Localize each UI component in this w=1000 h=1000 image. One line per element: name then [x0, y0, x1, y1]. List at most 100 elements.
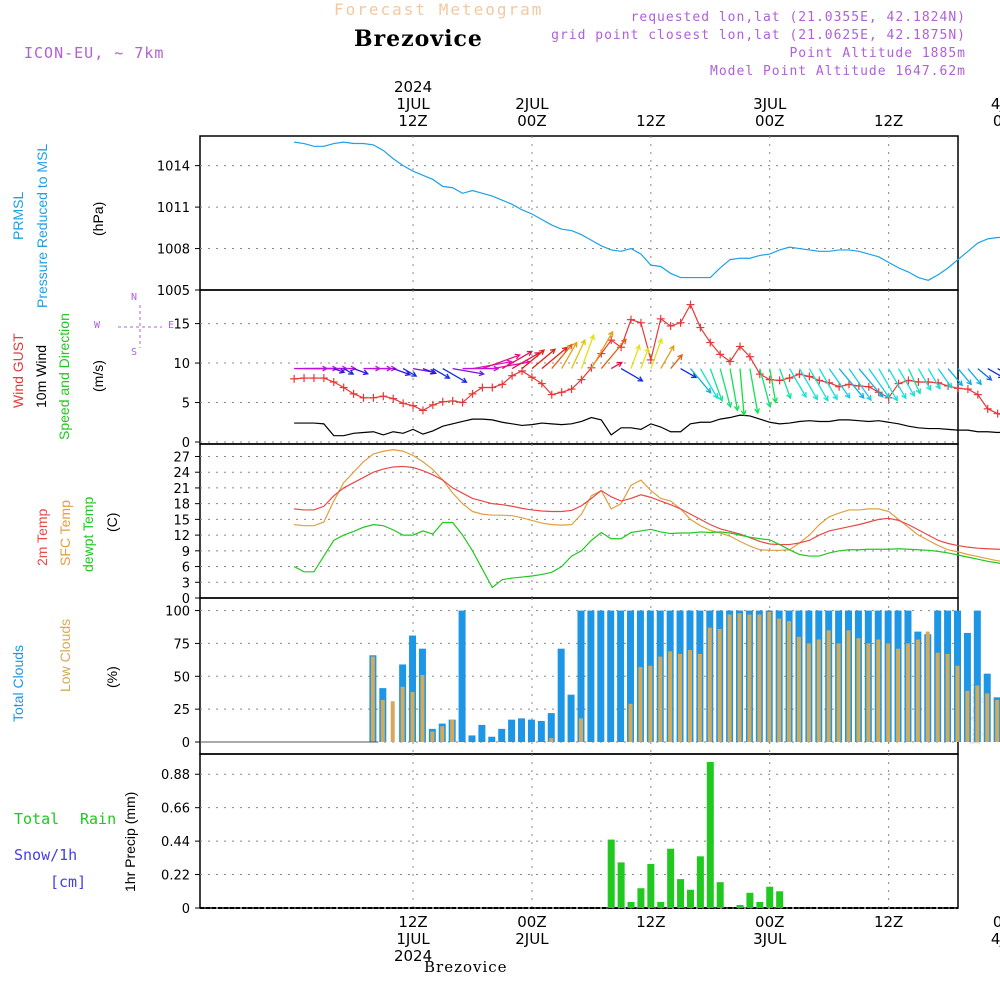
wind-arrow-head	[866, 394, 872, 402]
total-cloud-bar	[527, 719, 535, 742]
y-tick-label: 1008	[157, 243, 190, 258]
y-tick-label: 12	[173, 529, 190, 544]
wind-direction-arrow	[818, 368, 838, 400]
wind-direction-arrow	[937, 368, 953, 389]
low-cloud-bar	[796, 636, 801, 742]
time-label-line: 4JUL	[990, 930, 1000, 948]
wind-arrow-head	[430, 369, 438, 375]
wind-direction-arrow	[680, 368, 697, 379]
wind-arrow-head	[362, 369, 369, 376]
precip-bar	[776, 891, 784, 908]
wind-direction-arrow	[689, 368, 712, 394]
wind-direction-arrow	[492, 361, 531, 370]
wind-direction-arrow	[570, 339, 586, 369]
time-label-line: 12Z	[636, 913, 666, 931]
wind-arrow-head	[348, 369, 355, 375]
wind-direction-arrow	[650, 338, 663, 369]
low-cloud-bar	[727, 614, 732, 742]
wind-direction-arrow	[442, 368, 467, 383]
wind-arrow-head	[561, 346, 569, 353]
wind-direction-arrow	[610, 361, 623, 370]
wind-direction-arrow	[699, 368, 719, 399]
time-label-line: 1JUL	[396, 930, 430, 948]
wind10-line	[294, 414, 1000, 437]
wind-direction-arrow	[868, 368, 890, 399]
wind-direction-arrow	[729, 368, 739, 411]
precip-bar	[746, 892, 754, 908]
y-tick-label: 9	[182, 545, 190, 560]
wind-direction-arrow	[660, 345, 675, 369]
label-snow: Snow/1h	[14, 846, 78, 864]
low-cloud-bar	[747, 614, 752, 742]
time-label-line: 12Z	[398, 913, 428, 931]
low-cloud-bar	[905, 643, 910, 742]
wind-arrow-head	[404, 370, 412, 377]
wind-arrow-head	[461, 377, 468, 383]
low-cloud-bar	[856, 638, 861, 742]
y-tick-label: 75	[173, 637, 190, 652]
low-cloud-bar	[915, 639, 920, 742]
total-cloud-bar	[537, 720, 545, 742]
low-cloud-bar	[380, 699, 385, 742]
wind-arrow-head	[616, 361, 624, 368]
time-label: 12Z	[621, 113, 681, 130]
time-label-line: 12Z	[636, 112, 666, 130]
wind-direction-arrow	[808, 368, 829, 401]
y-tick-label: 27	[173, 450, 190, 465]
low-cloud-bar	[549, 738, 554, 742]
wind-direction-arrow	[977, 368, 992, 381]
chart-title: Forecast Meteogram	[334, 0, 544, 19]
wind-arrow-head	[621, 338, 627, 345]
wind-arrow-head	[444, 373, 451, 379]
panel-frame-1	[199, 289, 959, 445]
low-cloud-bar	[707, 627, 712, 742]
low-cloud-bar	[806, 643, 811, 742]
time-label: 12Z	[621, 914, 681, 931]
low-cloud-bar	[985, 693, 990, 742]
y-tick-label: 3	[182, 576, 190, 591]
low-cloud-bar	[876, 639, 881, 742]
wind-direction-arrow	[501, 350, 533, 370]
wind-direction-arrow	[927, 368, 941, 390]
label-snow-unit: [cm]	[50, 873, 87, 891]
time-label-line: 00Z	[992, 913, 1000, 931]
low-cloud-bar	[826, 630, 831, 742]
low-cloud-bar	[440, 726, 445, 742]
wind-arrow-head	[635, 344, 641, 351]
wind-direction-arrow	[333, 367, 345, 373]
y-tick-label: 24	[173, 466, 190, 481]
time-label-line: 4JUL	[990, 95, 1000, 113]
wind-arrow-head	[506, 359, 513, 366]
low-cloud-bar	[717, 628, 722, 742]
wind-arrow-head	[514, 353, 521, 360]
time-label: 00Z4JUL	[978, 914, 1000, 948]
y-tick-label: 50	[173, 670, 190, 685]
time-label-line: 00Z	[755, 913, 785, 931]
low-cloud-bar	[767, 611, 772, 742]
wind-direction-arrow	[422, 367, 437, 374]
total-cloud-bar	[409, 635, 417, 742]
total-cloud-bar	[508, 719, 516, 742]
time-label-line: 12Z	[873, 913, 904, 931]
time-label-line: 1JUL	[396, 95, 430, 113]
t2m-line	[294, 465, 1000, 550]
time-label-line: 00Z	[755, 112, 785, 130]
precip-bar	[716, 882, 724, 908]
wind-direction-arrow	[848, 368, 872, 401]
low-cloud-bar	[866, 643, 871, 742]
precip-bar	[647, 863, 655, 908]
time-label-line: 00Z	[517, 112, 547, 130]
wind-direction-arrow	[353, 367, 368, 375]
precip-bar	[657, 901, 665, 908]
y-tick-label: 18	[173, 498, 190, 513]
wind-direction-arrow	[452, 367, 484, 375]
grid-point-coords: grid point closest lon,lat (21.0625E, 42…	[551, 28, 966, 43]
wind-direction-arrow	[561, 342, 578, 369]
wind-direction-arrow	[402, 368, 417, 377]
wind-arrow-head	[677, 353, 683, 360]
wind-arrow-head	[705, 387, 712, 394]
y-tick-label: 6	[182, 561, 190, 576]
wind-arrow-head	[637, 376, 644, 382]
time-label-line: 2024	[393, 947, 433, 965]
